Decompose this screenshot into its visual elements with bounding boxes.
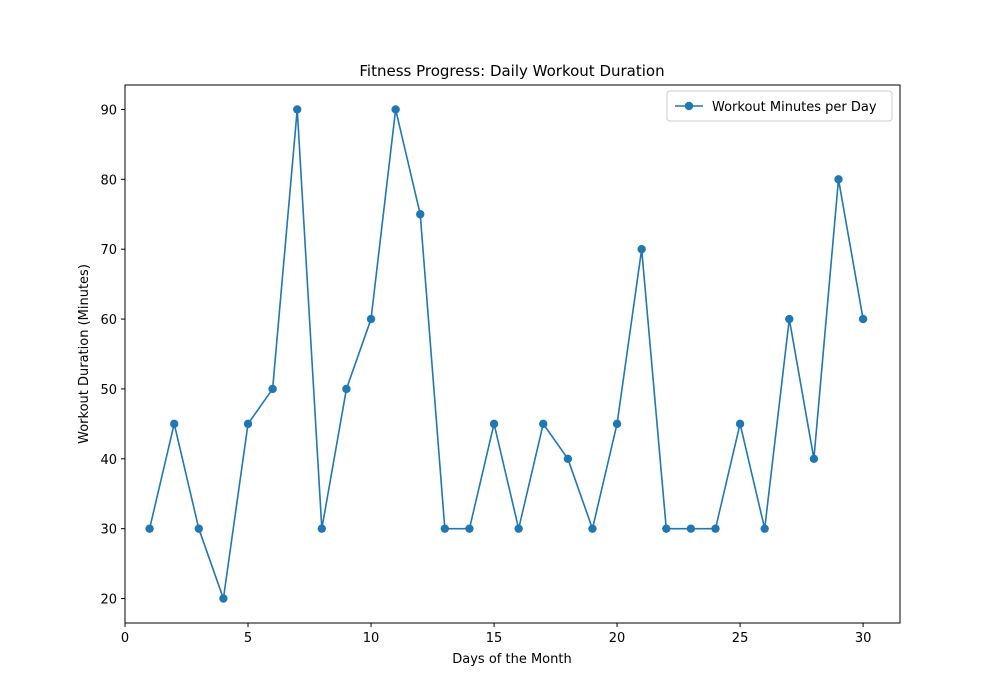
data-point (834, 175, 843, 184)
data-point (268, 384, 277, 394)
y-tick-label: 40 (100, 453, 117, 468)
chart-title: Fitness Progress: Daily Workout Duration (359, 62, 664, 80)
y-tick-label: 90 (100, 103, 117, 118)
data-point (194, 524, 204, 533)
x-tick-label: 20 (609, 631, 626, 646)
y-axis-title: Workout Duration (Minutes) (77, 264, 92, 444)
data-point (145, 524, 154, 533)
plot-frame (124, 84, 901, 624)
data-point (588, 524, 597, 533)
data-point (440, 524, 450, 533)
x-tick-label: 0 (121, 631, 129, 646)
data-point (809, 454, 819, 464)
data-point (465, 524, 474, 533)
data-point (342, 384, 351, 394)
data-point (637, 244, 646, 254)
x-tick-label: 25 (732, 631, 749, 646)
data-point (317, 524, 327, 533)
data-point (293, 105, 302, 114)
data-point (539, 419, 548, 429)
data-point (760, 524, 769, 533)
data-point (514, 524, 523, 533)
x-tick-label: 5 (244, 631, 252, 646)
data-point (170, 419, 179, 429)
y-tick-label: 60 (100, 313, 117, 328)
legend-marker-swatch (684, 101, 694, 111)
y-tick-label: 20 (100, 593, 117, 608)
data-point (612, 419, 622, 429)
data-point (662, 524, 671, 533)
data-point (735, 419, 745, 429)
data-point (219, 594, 228, 603)
y-tick-label: 70 (100, 243, 117, 258)
y-tick-label: 30 (100, 523, 117, 538)
y-tick-label: 50 (100, 383, 117, 398)
data-point (785, 314, 794, 324)
data-point (391, 105, 400, 114)
legend-box (666, 90, 893, 122)
x-tick-label: 30 (855, 631, 872, 646)
data-point (711, 524, 720, 533)
x-axis-title: Days of the Month (452, 652, 571, 667)
x-tick-label: 15 (486, 631, 503, 646)
x-tick-label: 10 (363, 631, 380, 646)
data-point (858, 314, 868, 324)
legend-label: Workout Minutes per Day (712, 100, 877, 115)
series-line (148, 108, 864, 600)
data-point (489, 419, 499, 429)
data-point (686, 524, 696, 533)
data-point (243, 419, 253, 429)
y-tick-label: 80 (100, 173, 117, 188)
data-point (563, 454, 573, 464)
plot-area: 0 5 10 15 20 25 30 20 30 40 50 60 70 80 90 Workout Minu… (100, 84, 901, 646)
data-point (366, 314, 376, 324)
data-point (416, 210, 425, 219)
